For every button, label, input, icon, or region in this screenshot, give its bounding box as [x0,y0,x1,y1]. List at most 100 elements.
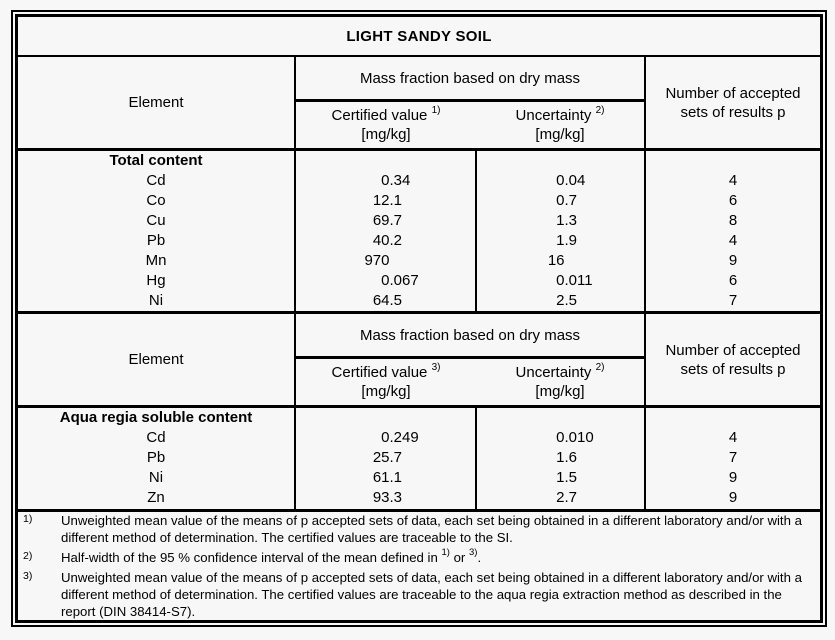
element-symbol: Ni [148,292,164,309]
section-title: Total content [109,152,203,169]
integer-part: 16 [547,252,565,269]
uncertainty-value: 0.011 [477,271,644,291]
fraction-part: .04 [564,172,586,189]
spacer [477,151,644,171]
integer-part: 1 [556,212,565,229]
crm-table: LIGHT SANDY SOIL Element Mass fraction b… [18,17,820,620]
fraction-part: .3 [564,212,578,229]
integer-part: 0 [556,429,565,447]
fraction-part: .5 [389,292,403,309]
accepted-sets-line2: sets of results p [680,103,786,121]
footnotes-area: 1) Unweighted mean value of the means of … [18,510,820,620]
footnote-marker: 2) [23,549,33,562]
fraction-part: .249 [389,429,419,447]
accepted-sets-line1: Number of accepted [665,84,801,102]
integer-part: 1 [556,449,565,467]
fraction-part [390,251,426,271]
accepted-sets-line2: sets of results p [680,360,786,378]
uncertainty-value: 0.04 [477,171,644,191]
uncertainty-value: 1.6 [477,448,644,468]
fraction-part: .3 [389,489,403,507]
certified-value: 0.249 [296,428,475,448]
footnote-marker: 3) [23,569,33,582]
integer-part: 1 [556,469,565,487]
integer-part: 69 [372,212,390,229]
uncertainty-unit: [mg/kg] [535,383,585,401]
footnote-ref-icon: 1) [441,547,450,559]
element-symbol: Cu [146,212,166,229]
integer-part: 0 [381,429,390,447]
spacer [646,151,820,171]
fraction-part: .7 [564,489,578,507]
integer-part: 40 [372,232,390,249]
accepted-sets-column: 4 7 9 9 [645,405,820,512]
fraction-part: .010 [564,429,594,447]
element-symbol: Ni [148,469,164,487]
element-symbol: Co [146,192,166,209]
integer-part: 0 [556,192,565,209]
certified-value: 970 [296,251,475,271]
table-outer-frame: LIGHT SANDY SOIL Element Mass fraction b… [11,10,827,627]
element-symbol: Pb [146,449,166,467]
integer-part: 64 [372,292,390,309]
uncertainty-value: 16 [477,251,644,271]
element-header: Element [18,312,296,407]
header-row-sub-2: Certified value 3) [mg/kg] Uncertainty 2… [18,357,820,407]
fraction-part: .7 [389,212,403,229]
integer-part: 0 [381,172,390,189]
accepted-sets-value: 4 [728,429,738,447]
accepted-sets-header: Number of accepted sets of results p [645,313,820,407]
fraction-part: .5 [564,292,578,309]
integer-part: 0 [556,172,565,189]
accepted-sets-value: 9 [728,252,738,269]
footnote-ref-icon: 2) [595,105,605,116]
footnote-text: Half-width of the 95 % confidence interv… [61,547,482,565]
certified-value-header: Certified value 1) [mg/kg] [295,101,476,150]
certified-value: 40.2 [296,231,475,251]
fraction-part: .011 [564,272,593,289]
certified-value-label: Certified value 1) [331,105,441,125]
accepted-sets-value: 7 [728,449,738,467]
section-title: Aqua regia soluble content [59,409,253,427]
accepted-sets-column: 4 6 8 4 9 6 7 [645,147,820,315]
uncertainty-column: 0.04 0.7 1.3 1.9 16 0.011 2.5 [476,147,646,315]
integer-part: 2 [556,489,565,507]
integer-part: 0 [556,272,565,289]
accepted-sets-line1: Number of accepted [665,341,801,359]
integer-part: 970 [364,252,390,269]
certified-value-header: Certified value 3) [mg/kg] [295,358,476,407]
certified-value: 12.1 [296,191,475,211]
spacer [646,408,820,428]
uncertainty-value: 2.5 [477,291,644,311]
accepted-sets-value: 4 [728,232,738,249]
footnote-item: 2) Half-width of the 95 % confidence inte… [18,547,820,566]
footnote-ref-icon: 1) [431,105,441,116]
element-symbol: Cd [146,172,166,189]
certified-value: 69.7 [296,211,475,231]
element-column: Total content Cd Co Cu Pb Mn Hg Ni [18,147,296,315]
integer-part: 1 [556,232,565,249]
mass-fraction-header: Mass fraction based on dry mass [295,312,646,360]
certified-value: 93.3 [296,488,475,508]
accepted-sets-value: 7 [728,292,738,309]
integer-part: 12 [372,192,390,209]
integer-part: 61 [372,469,390,487]
integer-part: 2 [556,292,565,309]
certified-value-column: 0.34 12.1 69.7 40.2 970 0.067 64.5 [295,147,477,315]
mass-fraction-header: Mass fraction based on dry mass [295,56,646,102]
uncertainty-value: 1.5 [477,468,644,488]
footnotes-row: 1) Unweighted mean value of the means of … [18,510,820,620]
footnote-ref-icon: 3) [468,547,478,559]
data-block-aqua-regia: Aqua regia soluble content Cd Pb Ni Zn 0.249… [18,405,820,512]
element-symbol: Zn [147,489,165,507]
footnote-ref-icon: 3) [431,362,441,374]
accepted-sets-value: 9 [728,489,738,507]
fraction-part: .2 [389,232,403,249]
footnote-ref-icon: 2) [595,362,605,374]
fraction-part: .5 [564,469,578,487]
certified-value: 61.1 [296,468,475,488]
element-symbol: Mn [145,252,167,269]
fraction-part: .34 [389,172,411,189]
certified-value: 25.7 [296,448,475,468]
footnote-text: Unweighted mean value of the means of p … [61,569,802,619]
